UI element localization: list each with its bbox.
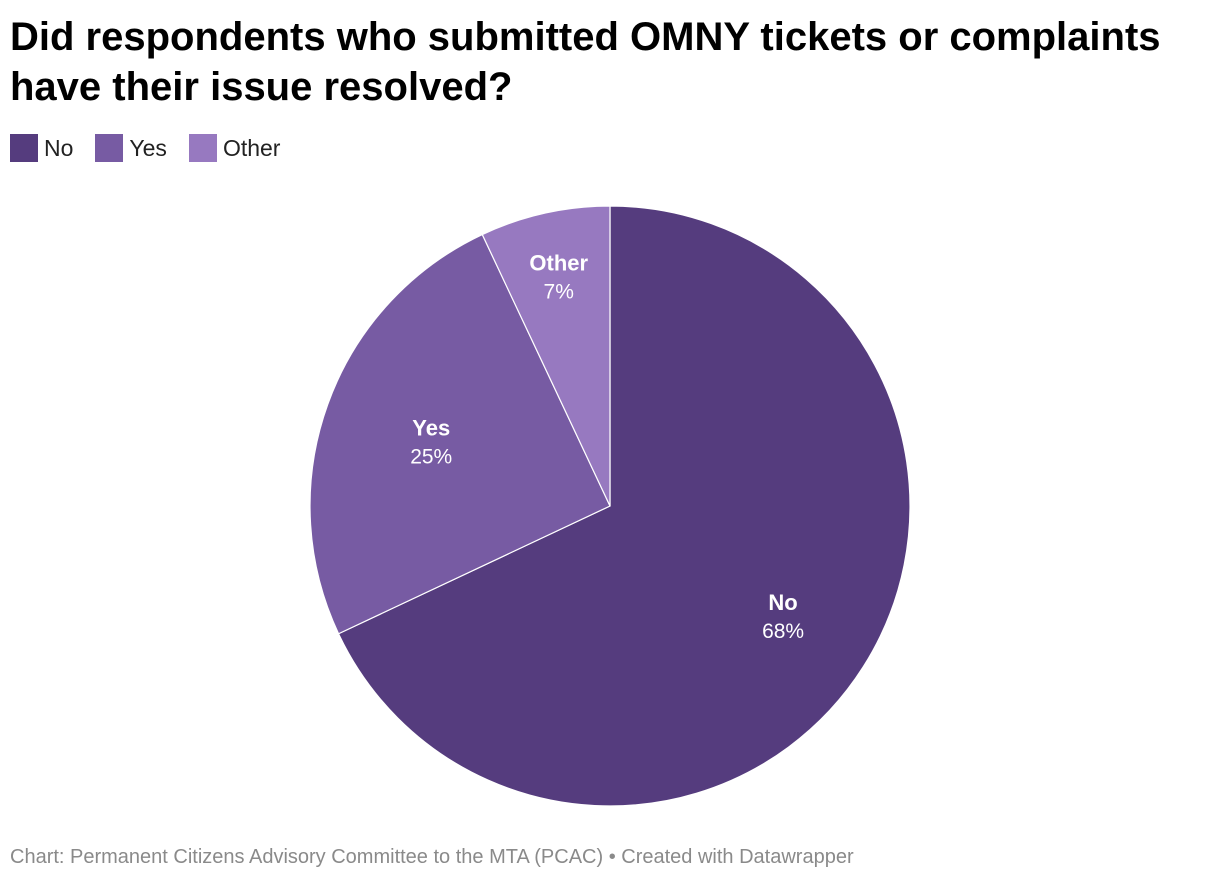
legend-label-other: Other (222, 134, 281, 161)
slice-value-other: 7% (544, 281, 574, 304)
legend-label-yes: Yes (129, 134, 167, 161)
legend-item-other: Other (188, 134, 281, 162)
chart-footer: Chart: Permanent Citizens Advisory Commi… (10, 846, 854, 868)
legend-swatch-yes (95, 134, 124, 162)
slice-label-no: No (768, 590, 797, 615)
slice-value-no: 68% (762, 620, 804, 643)
pie-slice-no (337, 205, 911, 807)
legend-swatch-no (10, 134, 38, 162)
slice-value-yes: 25% (410, 446, 452, 469)
pie-slice-yes (309, 233, 611, 635)
legend: No Yes Other (10, 133, 302, 163)
pie-slice-other (481, 205, 611, 507)
legend-item-yes: Yes (95, 134, 167, 162)
legend-item-no: No (10, 134, 73, 162)
slice-label-other: Other (529, 251, 588, 276)
chart-title: Did respondents who submitted OMNY ticke… (10, 15, 1161, 109)
legend-label-no: No (44, 134, 74, 161)
slice-label-yes: Yes (412, 416, 450, 441)
legend-swatch-other (188, 134, 217, 162)
